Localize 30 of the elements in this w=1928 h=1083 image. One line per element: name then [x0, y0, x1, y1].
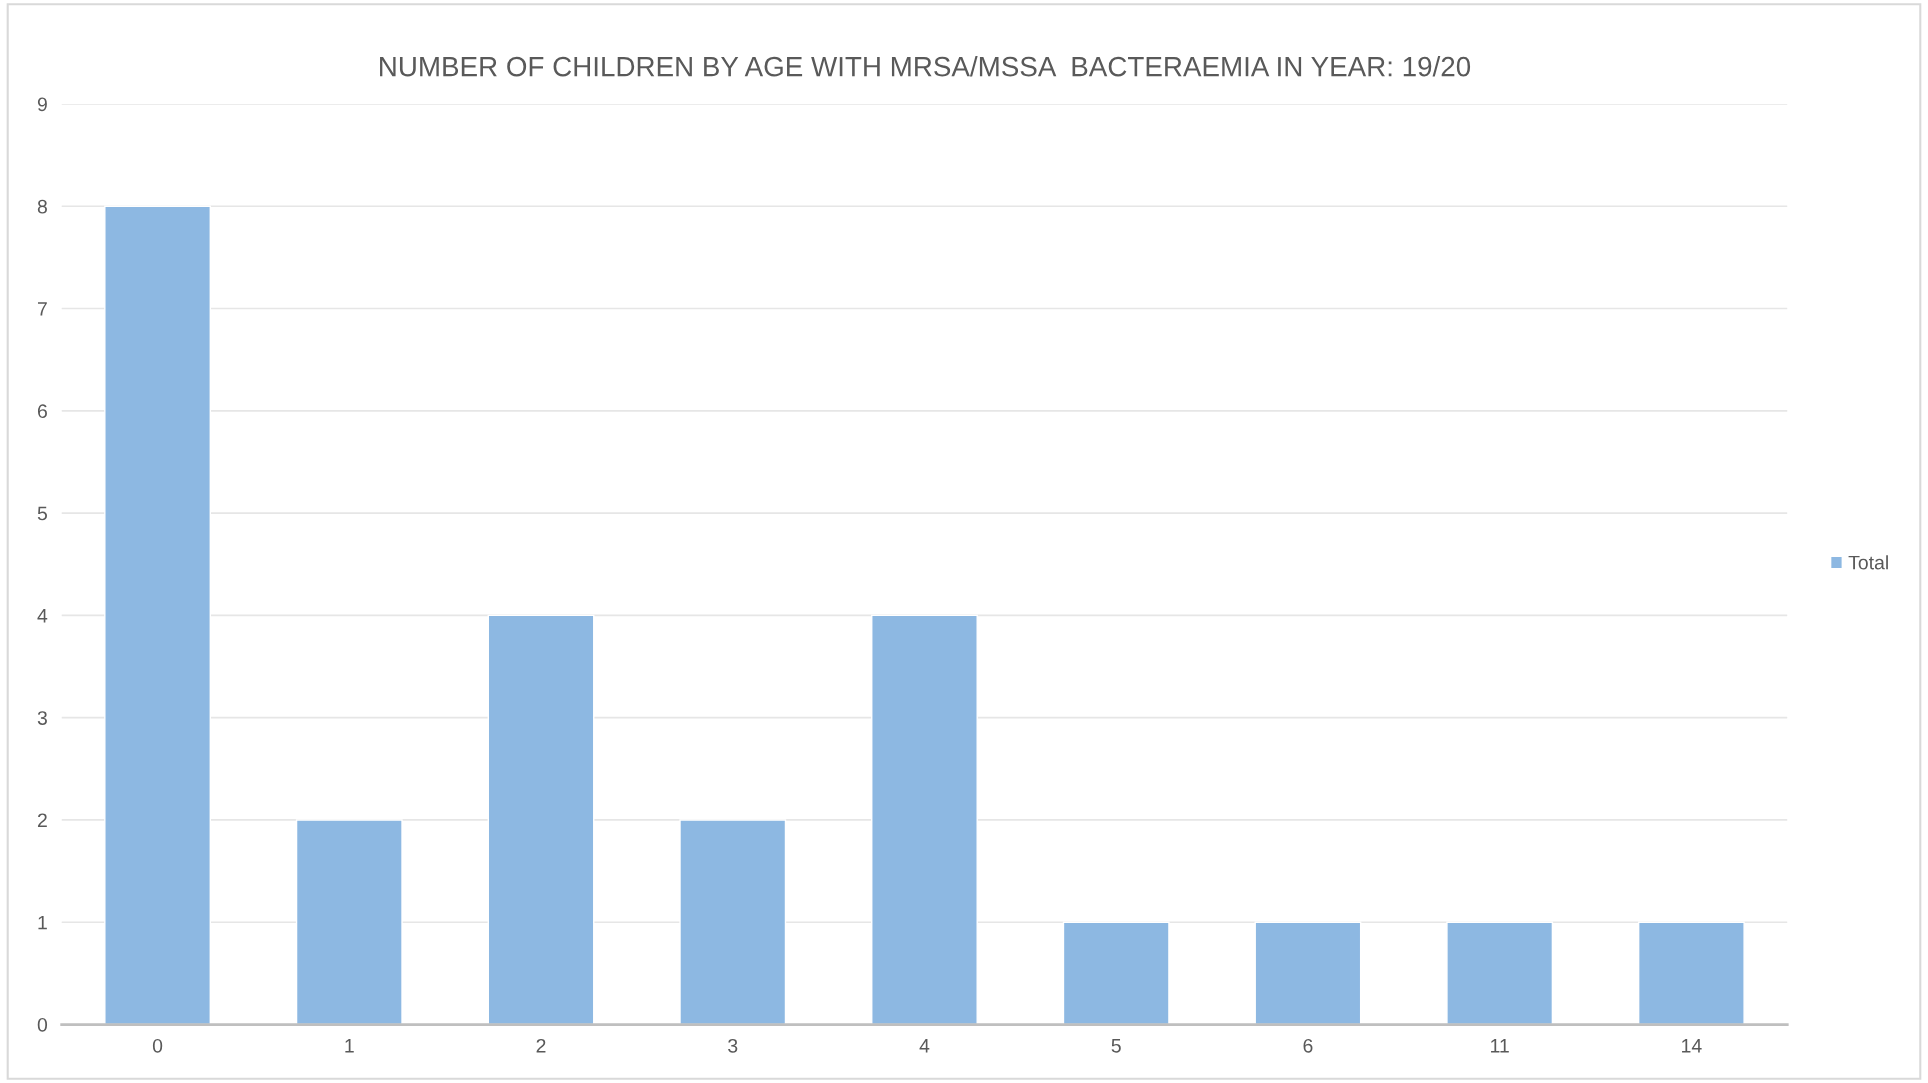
bar — [1254, 921, 1362, 1025]
bar — [487, 614, 595, 1025]
x-tick-label: 1 — [345, 1039, 354, 1053]
y-tick-label: 6 — [37, 404, 47, 419]
y-tick-label: 9 — [37, 97, 47, 112]
y-tick-label: 4 — [37, 609, 48, 623]
bar — [1637, 921, 1745, 1025]
x-tick-label: 14 — [1682, 1039, 1702, 1053]
bar — [104, 205, 211, 1025]
legend-label: Total — [1848, 555, 1888, 570]
x-tick-label: 3 — [728, 1038, 738, 1053]
x-tick-label: 6 — [1303, 1038, 1313, 1053]
y-tick-label: 8 — [37, 199, 47, 214]
chart-title: NUMBER OF CHILDREN BY AGE WITH MRSA/MSSA BACTERAEMIA IN YEAR: 19/20 — [380, 56, 1471, 77]
y-tick-label: 7 — [37, 302, 47, 316]
bar — [679, 819, 787, 1025]
x-tick-label: 4 — [919, 1039, 930, 1053]
x-tick-label: 5 — [1111, 1039, 1121, 1053]
y-tick-label: 3 — [37, 711, 47, 725]
x-tick-label: 2 — [536, 1038, 546, 1053]
bar — [1446, 921, 1554, 1025]
x-tick-label: 11 — [1491, 1039, 1509, 1053]
y-tick-label: 2 — [37, 813, 47, 827]
bar — [295, 819, 403, 1025]
y-tick-label: 1 — [38, 915, 47, 930]
x-tick-label: 0 — [152, 1038, 163, 1053]
bar — [1062, 921, 1170, 1025]
y-tick-label: 5 — [37, 506, 47, 521]
bar — [871, 614, 978, 1025]
y-tick-label: 0 — [37, 1017, 48, 1032]
